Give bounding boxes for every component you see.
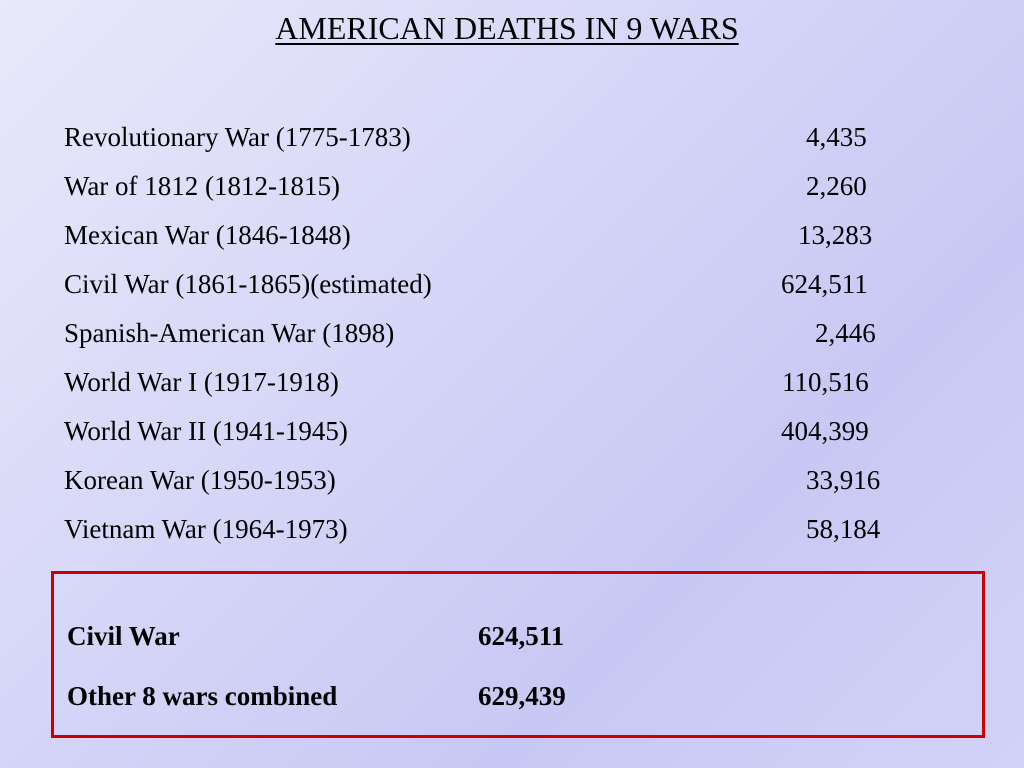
- war-row: Spanish-American War (1898) 2,446: [64, 314, 924, 363]
- war-deaths: 13,283: [798, 220, 873, 250]
- war-name: Mexican War (1846-1848): [64, 220, 351, 250]
- war-name: World War II (1941-1945): [64, 416, 348, 446]
- war-name: Revolutionary War (1775-1783): [64, 122, 411, 152]
- summary-box: Civil War 624,511 Other 8 wars combined …: [51, 571, 985, 738]
- war-row: Revolutionary War (1775-1783) 4,435: [64, 118, 924, 167]
- war-deaths: 58,184: [806, 514, 881, 544]
- summary-value: 624,511: [478, 621, 565, 651]
- war-row: Civil War (1861-1865)(estimated) 624,511: [64, 265, 924, 314]
- war-name: Spanish-American War (1898): [64, 318, 395, 348]
- war-name: Vietnam War (1964-1973): [64, 514, 348, 544]
- war-deaths: 404,399: [781, 416, 869, 446]
- slide-title: AMERICAN DEATHS IN 9 WARS: [275, 10, 739, 46]
- war-row: Mexican War (1846-1848) 13,283: [64, 216, 924, 265]
- war-name: World War I (1917-1918): [64, 367, 339, 397]
- war-deaths: 2,446: [815, 318, 876, 348]
- war-name: War of 1812 (1812-1815): [64, 171, 341, 201]
- war-list: Revolutionary War (1775-1783) 4,435 War …: [64, 118, 924, 559]
- war-name: Korean War (1950-1953): [64, 465, 336, 495]
- war-row: Korean War (1950-1953) 33,916: [64, 461, 924, 510]
- war-deaths: 4,435: [806, 122, 867, 152]
- war-deaths: 624,511: [781, 269, 868, 299]
- war-row: Vietnam War (1964-1973) 58,184: [64, 510, 924, 559]
- summary-label: Other 8 wars combined: [67, 681, 338, 711]
- war-row: World War I (1917-1918) 110,516: [64, 363, 924, 412]
- summary-label: Civil War: [67, 621, 180, 651]
- war-deaths: 33,916: [806, 465, 881, 495]
- war-row: World War II (1941-1945) 404,399: [64, 412, 924, 461]
- war-deaths: 2,260: [806, 171, 867, 201]
- war-row: War of 1812 (1812-1815) 2,260: [64, 167, 924, 216]
- war-deaths: 110,516: [782, 367, 869, 397]
- war-name: Civil War (1861-1865)(estimated): [64, 269, 432, 299]
- summary-value: 629,439: [478, 681, 566, 711]
